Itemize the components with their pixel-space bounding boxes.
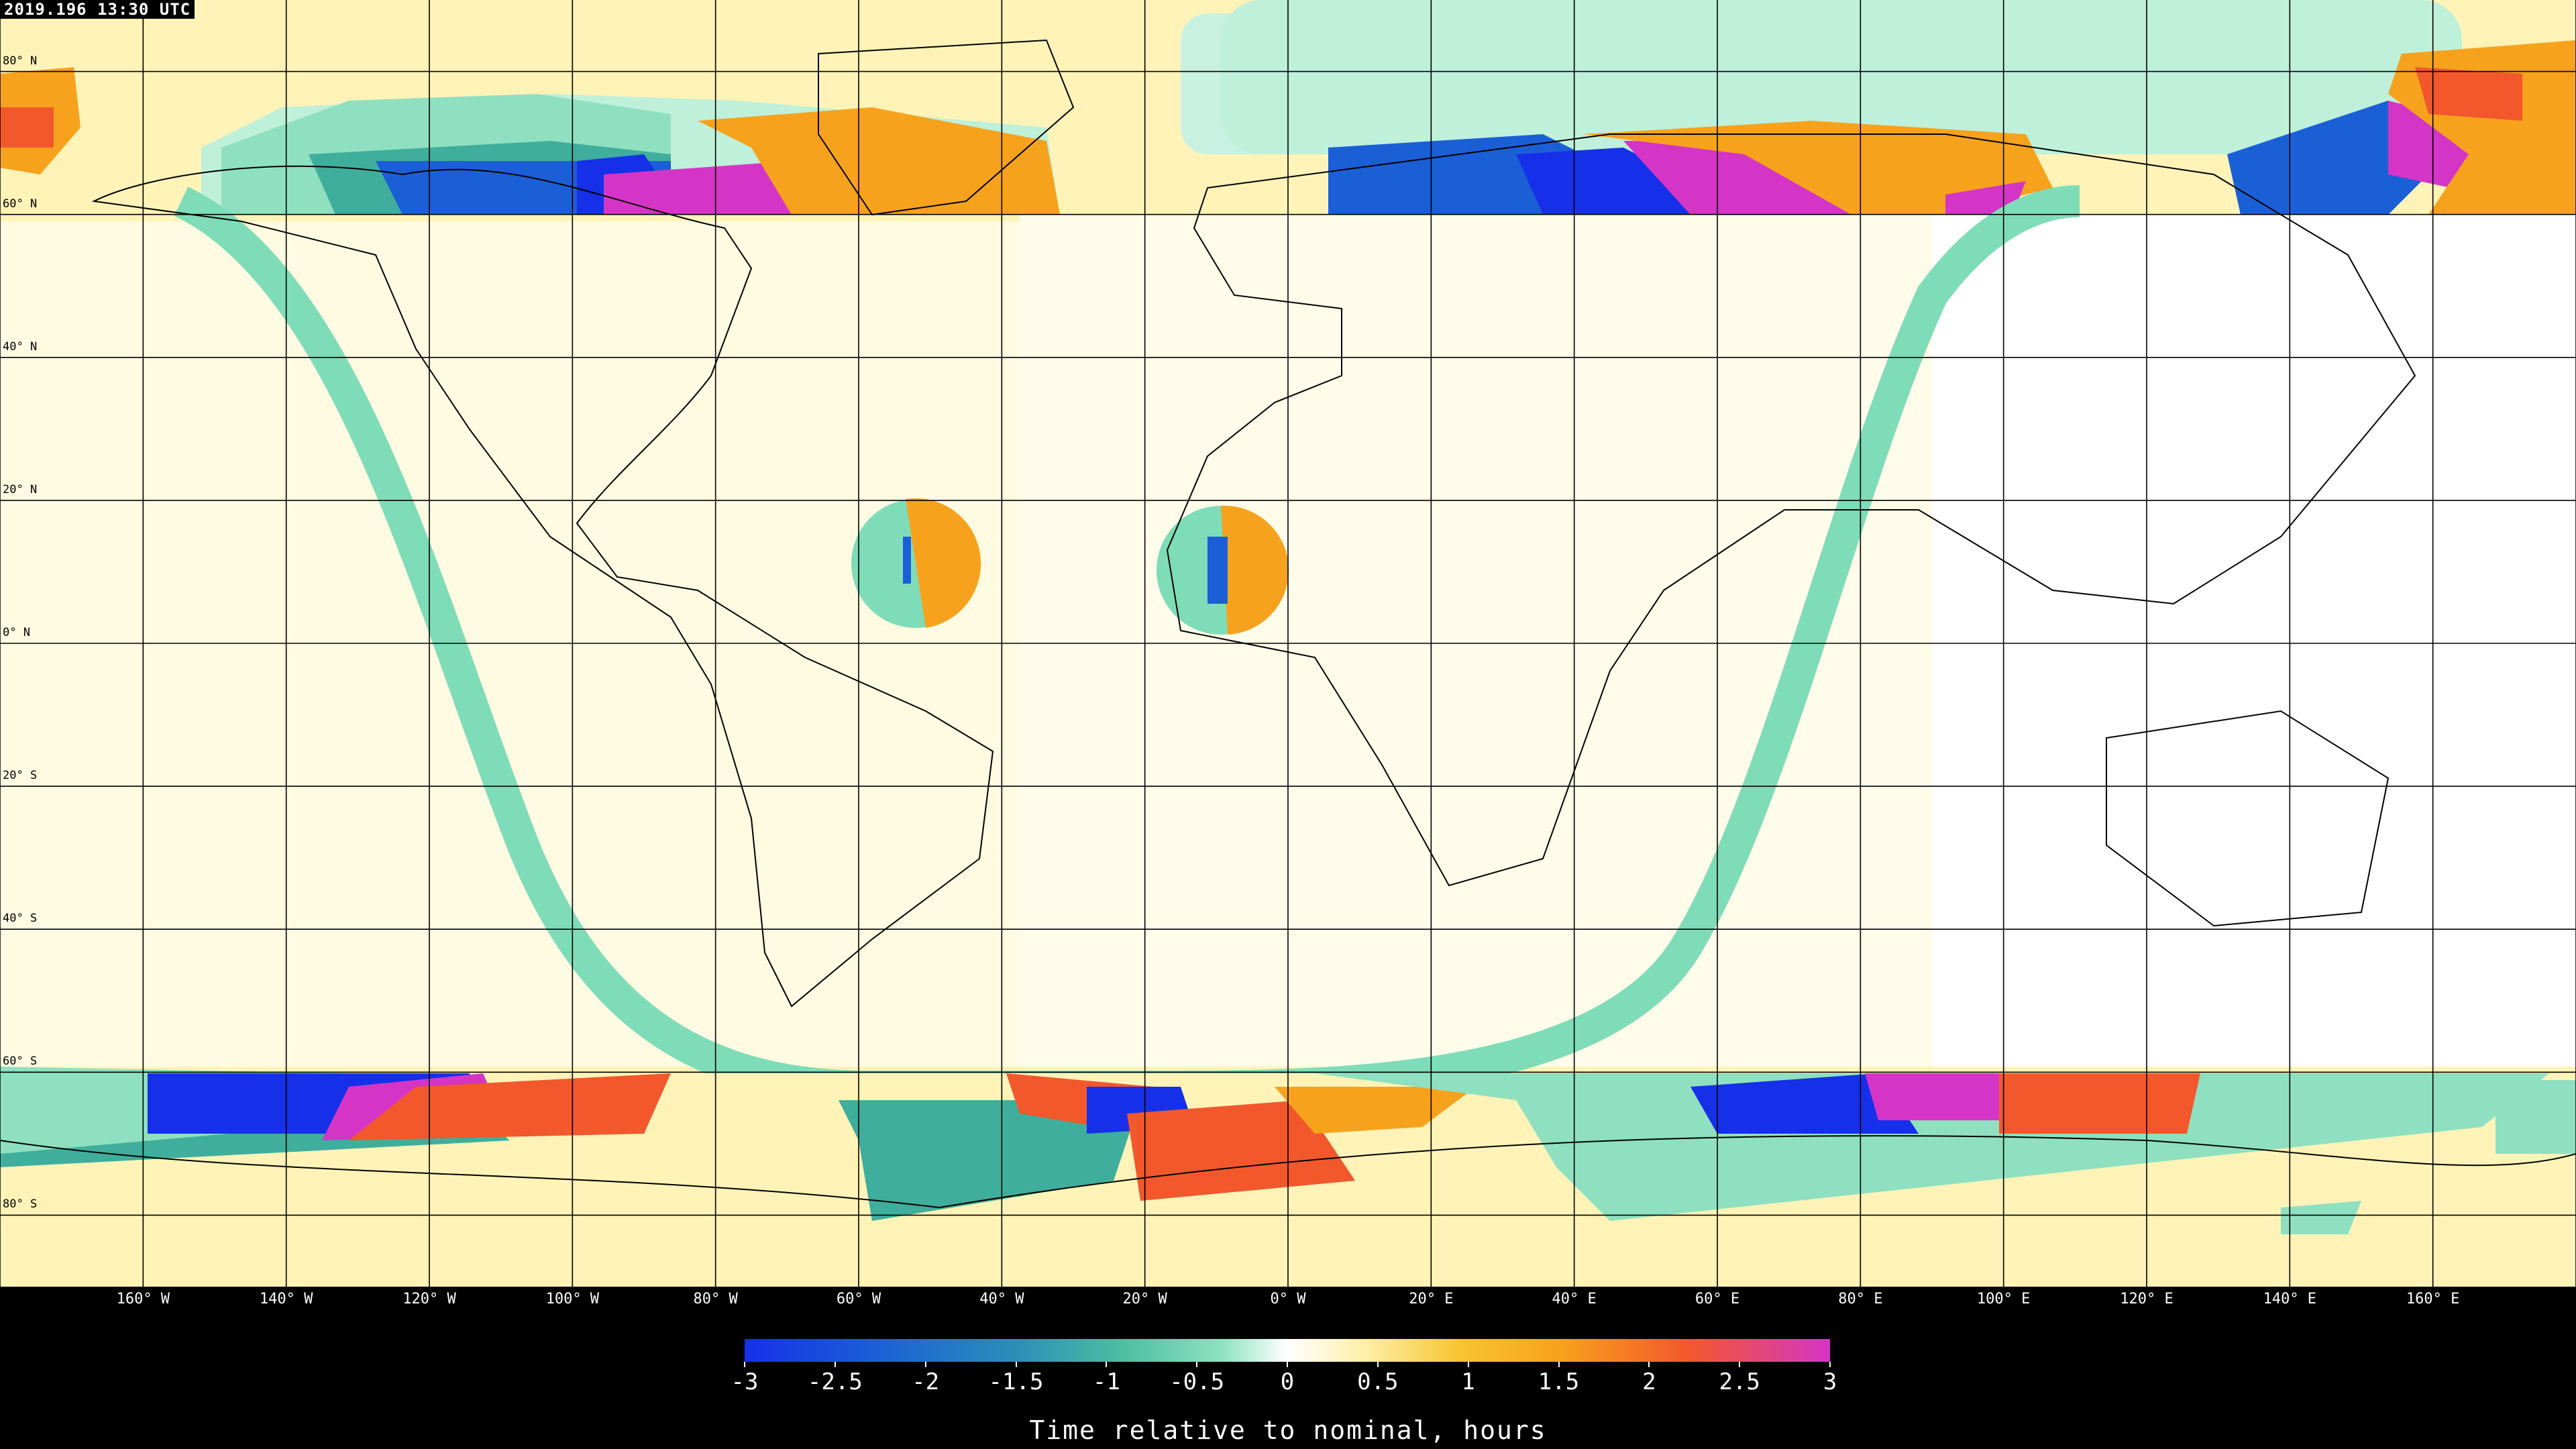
colorbar-tick-label: 0.5 [1357, 1368, 1399, 1395]
longitude-label: 100° E [1976, 1291, 2031, 1307]
colorbar-tick-mark [1829, 1362, 1831, 1367]
graticule [0, 0, 2576, 1287]
longitude-label: 120° E [2120, 1291, 2174, 1307]
time-offset-map [0, 0, 2576, 1287]
colorbar-tick-label: 1 [1461, 1368, 1475, 1395]
longitude-label: 160° E [2406, 1291, 2460, 1307]
longitude-label: 20° E [1409, 1291, 1454, 1307]
colorbar-tick-label: -0.5 [1169, 1368, 1225, 1395]
longitude-label: 40° E [1552, 1291, 1597, 1307]
map-background-center [1020, 215, 1932, 1067]
longitude-label: 20° W [1122, 1291, 1167, 1307]
longitude-label: 80° E [1838, 1291, 1883, 1307]
colorbar-tick-mark [1648, 1362, 1650, 1367]
latitude-label: 20° S [3, 769, 38, 783]
colorbar-tick-mark [1196, 1362, 1198, 1367]
colorbar-tick-mark [1558, 1362, 1560, 1367]
latitude-label: 20° N [3, 482, 38, 496]
latitude-label: 0° N [3, 626, 30, 639]
longitude-label: 100° W [545, 1291, 600, 1307]
latitude-label: 60° S [3, 1055, 38, 1069]
latitude-label: 80° N [3, 54, 38, 68]
colorbar-tick-label: 1.5 [1538, 1368, 1580, 1395]
colorbar-tick-label: -1.5 [988, 1368, 1044, 1395]
colorbar-tick-label: -2 [912, 1368, 940, 1395]
colorbar-tick-mark [1106, 1362, 1108, 1367]
colorbar-title: Time relative to nominal, hours [1029, 1415, 1547, 1445]
colorbar-tick-mark [1467, 1362, 1469, 1367]
colorbar-tick-mark [1287, 1362, 1288, 1367]
latitude-label: 60° N [3, 197, 38, 211]
colorbar-tick-label: -3 [731, 1368, 759, 1395]
longitude-label: 60° E [1695, 1291, 1740, 1307]
colorbar-tick-mark [924, 1362, 926, 1367]
longitude-label: 40° W [979, 1291, 1024, 1307]
timestamp-label: 2019.196 13:30 UTC [0, 0, 195, 19]
longitude-label: 60° W [836, 1291, 881, 1307]
colorbar-tick-label: -2.5 [807, 1368, 863, 1395]
colorbar-tick-label: -1 [1092, 1368, 1120, 1395]
longitude-label: 0° W [1270, 1291, 1306, 1307]
latitude-label: 40° N [3, 339, 38, 354]
north-polar-swaths [0, 0, 2576, 215]
colorbar-tick-mark [834, 1362, 836, 1367]
map-background-east [1932, 215, 2576, 1067]
colorbar [745, 1339, 1830, 1362]
longitude-label: 140° W [259, 1291, 313, 1307]
colorbar-tick-label: 2 [1642, 1368, 1656, 1395]
latitude-label: 40° S [3, 912, 38, 926]
atlantic-sectors [851, 498, 1289, 635]
longitude-label: 140° E [2263, 1291, 2317, 1307]
colorbar-tick-label: 3 [1823, 1368, 1837, 1395]
colorbar-tick-label: 2.5 [1719, 1368, 1760, 1395]
colorbar-tick-mark [1015, 1362, 1017, 1367]
longitude-label: 120° W [402, 1291, 456, 1307]
longitude-label: 160° W [116, 1291, 170, 1307]
longitude-label: 80° W [693, 1291, 738, 1307]
colorbar-tick-label: 0 [1280, 1368, 1295, 1395]
colorbar-tick-mark [744, 1362, 745, 1367]
latitude-label: 80° S [3, 1197, 38, 1212]
colorbar-tick-mark [1739, 1362, 1741, 1367]
colorbar-tick-mark [1377, 1362, 1379, 1367]
